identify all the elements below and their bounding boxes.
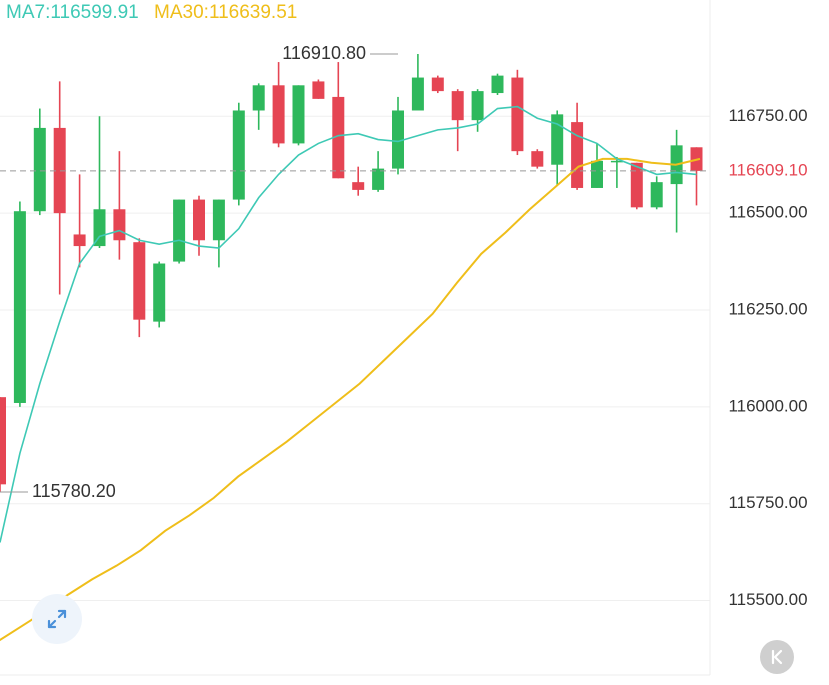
candle bbox=[411, 54, 424, 111]
candle bbox=[252, 83, 265, 130]
candle bbox=[491, 73, 504, 95]
candle-body-down bbox=[630, 162, 643, 208]
current-price-label: 116609.10 bbox=[728, 160, 807, 179]
candle bbox=[73, 174, 86, 268]
candle bbox=[431, 75, 444, 94]
candle-body-up bbox=[33, 127, 46, 212]
candle-body-up bbox=[471, 91, 484, 121]
ma30-legend-label: MA30:116639.51 bbox=[154, 2, 298, 23]
candle bbox=[53, 81, 66, 295]
y-tick-label: 115500.00 bbox=[728, 590, 807, 609]
ma7-legend-label: MA7:116599.91 bbox=[6, 2, 139, 23]
diagonal-arrows-icon bbox=[47, 609, 67, 629]
y-tick-label: 115750.00 bbox=[728, 493, 807, 512]
candle-body-up bbox=[173, 199, 186, 262]
candle bbox=[392, 96, 404, 175]
candle-body-up bbox=[551, 114, 564, 165]
high-annotation-label: 116910.80 bbox=[282, 43, 366, 63]
y-tick-label: 116750.00 bbox=[728, 106, 807, 125]
candle bbox=[312, 79, 325, 99]
candle-body-down bbox=[113, 209, 126, 241]
candle-body-down bbox=[272, 85, 285, 144]
candle bbox=[610, 156, 623, 188]
candle-body-up bbox=[252, 85, 265, 111]
candle bbox=[531, 149, 544, 169]
ma30-line bbox=[0, 157, 701, 642]
candle-body-up bbox=[372, 168, 385, 190]
candle-body-up bbox=[212, 199, 225, 241]
candle bbox=[113, 151, 126, 260]
candle-body-down bbox=[193, 199, 205, 241]
low-annotation-label: 115780.20 bbox=[32, 481, 116, 501]
candle bbox=[332, 62, 345, 179]
candle-body-down bbox=[352, 182, 365, 190]
candle-body-down bbox=[133, 242, 146, 320]
candle-body-down bbox=[332, 96, 345, 179]
candles bbox=[0, 54, 703, 492]
candle-body-up bbox=[153, 263, 166, 322]
ma-legend: MA7:116599.91 MA30:116639.51 bbox=[6, 2, 307, 24]
candle-body-up bbox=[650, 182, 663, 208]
candle-body-down bbox=[511, 77, 524, 152]
candle bbox=[212, 199, 225, 268]
candle bbox=[511, 69, 524, 156]
candle-body-up bbox=[392, 110, 404, 169]
annotations: 116910.80 115780.20 bbox=[0, 43, 398, 501]
candle bbox=[133, 238, 146, 338]
candle bbox=[0, 397, 6, 492]
candle bbox=[272, 62, 285, 148]
candle bbox=[650, 176, 663, 210]
candle bbox=[153, 261, 166, 328]
candle-body-down bbox=[451, 91, 464, 121]
y-tick-label: 116000.00 bbox=[728, 396, 807, 415]
candle bbox=[93, 116, 106, 249]
candle-body-down bbox=[53, 127, 66, 214]
candle-body-up bbox=[292, 85, 305, 144]
candle-body-up bbox=[13, 211, 26, 403]
candle-body-up bbox=[411, 77, 424, 111]
candle bbox=[13, 201, 26, 407]
candle-body-down bbox=[531, 151, 544, 167]
expand-button[interactable] bbox=[32, 594, 82, 644]
candle bbox=[591, 143, 603, 188]
candle bbox=[451, 89, 464, 152]
candle bbox=[670, 129, 683, 233]
candle-body-down bbox=[431, 77, 444, 92]
candle bbox=[372, 151, 385, 192]
candle bbox=[33, 108, 46, 216]
candle-body-down bbox=[73, 234, 86, 247]
candle bbox=[232, 102, 245, 206]
candle bbox=[292, 85, 305, 146]
chevron-left-icon bbox=[771, 649, 783, 665]
candle-body-down bbox=[0, 397, 6, 485]
candle-body-up bbox=[610, 160, 623, 163]
candle-body-down bbox=[571, 122, 584, 188]
candle-body-down bbox=[312, 81, 325, 99]
y-tick-label: 116500.00 bbox=[728, 203, 807, 222]
candle-body-up bbox=[591, 160, 603, 188]
candle-body-up bbox=[93, 209, 106, 247]
candle bbox=[551, 110, 564, 187]
y-axis: 116750.00 116500.00 116250.00 116000.00 1157… bbox=[728, 106, 807, 609]
ma7-line bbox=[0, 105, 697, 543]
candle-body-up bbox=[491, 75, 504, 94]
y-tick-label: 116250.00 bbox=[728, 299, 807, 318]
scroll-back-button[interactable] bbox=[760, 640, 794, 674]
candle bbox=[352, 166, 365, 196]
candle bbox=[690, 147, 703, 206]
candle bbox=[630, 162, 643, 210]
candle-body-up bbox=[232, 110, 245, 200]
candle bbox=[173, 199, 186, 264]
